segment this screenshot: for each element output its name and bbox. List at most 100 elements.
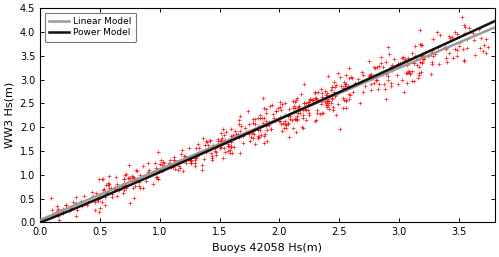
Point [77, 199, 85, 203]
Point [230, 145, 238, 150]
Point [463, 46, 471, 50]
X-axis label: Buoys 42058 Hs(m): Buoys 42058 Hs(m) [213, 243, 322, 253]
Legend: Linear Model, Power Model: Linear Model, Power Model [44, 13, 136, 42]
Point [276, 115, 284, 119]
Point [259, 134, 267, 138]
Power Model [420, 52, 426, 56]
Point [180, 154, 188, 158]
Point [283, 122, 291, 126]
Point [311, 91, 319, 95]
Point [356, 101, 364, 105]
Point [421, 50, 429, 54]
Point [404, 70, 412, 74]
Point [334, 102, 342, 106]
Point [463, 37, 471, 41]
Point [334, 71, 342, 75]
Point [328, 85, 336, 89]
Point [293, 105, 301, 109]
Point [291, 130, 299, 134]
Point [330, 80, 338, 84]
Point [227, 140, 235, 144]
Point [202, 143, 210, 148]
Point [78, 204, 86, 208]
Point [203, 139, 211, 143]
Point [418, 61, 426, 65]
Point [254, 135, 262, 139]
Point [242, 126, 250, 130]
Point [91, 208, 99, 212]
Point [105, 182, 113, 187]
Point [393, 73, 401, 77]
Y-axis label: WW3 Hs(m): WW3 Hs(m) [4, 82, 14, 148]
Point [342, 99, 350, 103]
Point [367, 75, 375, 79]
Point [358, 70, 366, 74]
Point [96, 196, 104, 200]
Point [277, 122, 285, 126]
Point [396, 61, 404, 65]
Point [250, 122, 258, 126]
Point [284, 121, 292, 125]
Point [367, 72, 375, 76]
Point [311, 96, 319, 100]
Point [107, 186, 115, 190]
Point [263, 139, 271, 143]
Point [274, 120, 282, 124]
Point [272, 109, 280, 113]
Point [294, 109, 302, 113]
Point [342, 82, 350, 86]
Point [414, 76, 422, 80]
Point [281, 122, 289, 126]
Point [272, 108, 280, 113]
Point [93, 197, 101, 201]
Point [267, 103, 275, 107]
Point [312, 108, 320, 112]
Point [291, 106, 299, 110]
Point [166, 158, 174, 162]
Point [331, 85, 339, 89]
Point [170, 158, 178, 162]
Point [251, 117, 259, 121]
Point [435, 62, 443, 66]
Point [418, 52, 426, 56]
Point [453, 32, 461, 36]
Point [158, 169, 166, 173]
Point [318, 111, 326, 115]
Point [168, 164, 176, 168]
Point [224, 144, 232, 149]
Point [297, 92, 305, 96]
Point [384, 74, 392, 78]
Point [303, 103, 311, 107]
Point [218, 138, 226, 142]
Point [55, 218, 63, 222]
Point [203, 140, 211, 144]
Point [158, 163, 166, 167]
Point [459, 47, 467, 51]
Point [161, 165, 169, 169]
Point [342, 73, 350, 77]
Point [417, 53, 425, 58]
Linear Model [492, 26, 498, 29]
Point [331, 94, 339, 98]
Point [267, 127, 275, 131]
Point [401, 57, 409, 61]
Point [443, 60, 451, 65]
Point [257, 133, 265, 137]
Point [320, 89, 328, 93]
Point [62, 204, 70, 208]
Point [340, 87, 348, 91]
Point [456, 40, 464, 44]
Point [327, 88, 335, 92]
Point [122, 186, 130, 190]
Point [367, 88, 375, 92]
Point [186, 158, 194, 162]
Point [314, 90, 322, 94]
Point [388, 63, 396, 67]
Point [248, 135, 255, 140]
Point [299, 125, 307, 130]
Point [235, 122, 243, 126]
Point [361, 84, 369, 88]
Point [120, 181, 128, 185]
Point [289, 106, 297, 110]
Point [145, 168, 153, 172]
